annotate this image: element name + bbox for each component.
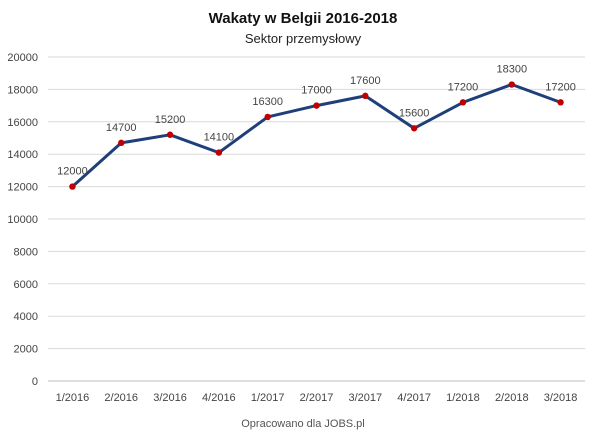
data-label: 14100 [204,132,235,144]
data-point [410,125,418,132]
y-axis-ticks: 0 2000 4000 6000 8000 10000 12000 14000 16000 180… [7,52,38,388]
y-tick-label: 2000 [14,344,38,356]
y-tick-label: 14000 [7,149,38,161]
x-tick-label: 1/2017 [251,392,285,404]
data-point [459,99,467,106]
data-label: 15200 [155,114,186,126]
source-note: Opracowano dla JOBS.pl [241,418,365,430]
data-point [362,92,369,100]
y-tick-label: 16000 [7,117,38,129]
data-point [166,131,174,138]
series-line [71,83,562,188]
x-tick-label: 4/2016 [202,392,236,404]
series-layer [69,81,564,190]
data-point [69,183,76,190]
data-point [508,81,515,88]
data-labels: 12000 14700 15200 14100 16300 17000 17600 15600… [57,64,576,178]
x-tick-label: 2/2018 [495,392,529,404]
y-tick-label: 20000 [7,52,38,64]
data-point [313,102,320,109]
x-tick-label: 1/2016 [56,392,90,404]
x-axis-ticks: 1/2016 2/2016 3/2016 4/2016 1/2017 2/2017 3/20… [56,392,578,404]
data-label: 18300 [496,64,527,76]
data-label: 17600 [350,75,381,87]
data-label: 17200 [448,81,479,93]
data-point [215,149,223,156]
y-tick-label: 10000 [7,214,38,226]
x-tick-label: 3/2017 [348,392,382,404]
data-point [557,99,564,106]
x-tick-label: 3/2018 [544,392,578,404]
x-tick-label: 2/2017 [300,392,334,404]
x-tick-label: 4/2017 [397,392,431,404]
x-tick-label: 1/2018 [446,392,480,404]
y-tick-label: 12000 [7,182,38,194]
x-tick-label: 2/2016 [104,392,138,404]
data-label: 14700 [106,122,137,134]
data-point [264,113,271,121]
y-tick-label: 6000 [14,279,38,291]
y-tick-label: 18000 [7,84,38,96]
y-tick-label: 8000 [14,246,38,258]
data-point [118,139,125,147]
data-label: 17000 [301,85,332,97]
data-label: 12000 [57,166,88,178]
chart-title: Wakaty w Belgii 2016-2018 [209,10,398,27]
data-label: 17200 [545,81,576,93]
data-label: 16300 [252,96,283,108]
data-label: 15600 [399,107,430,119]
x-tick-label: 3/2016 [153,392,187,404]
y-tick-label: 0 [32,376,38,388]
y-tick-label: 4000 [14,311,38,323]
chart-subtitle: Sektor przemysłowy [245,31,362,46]
